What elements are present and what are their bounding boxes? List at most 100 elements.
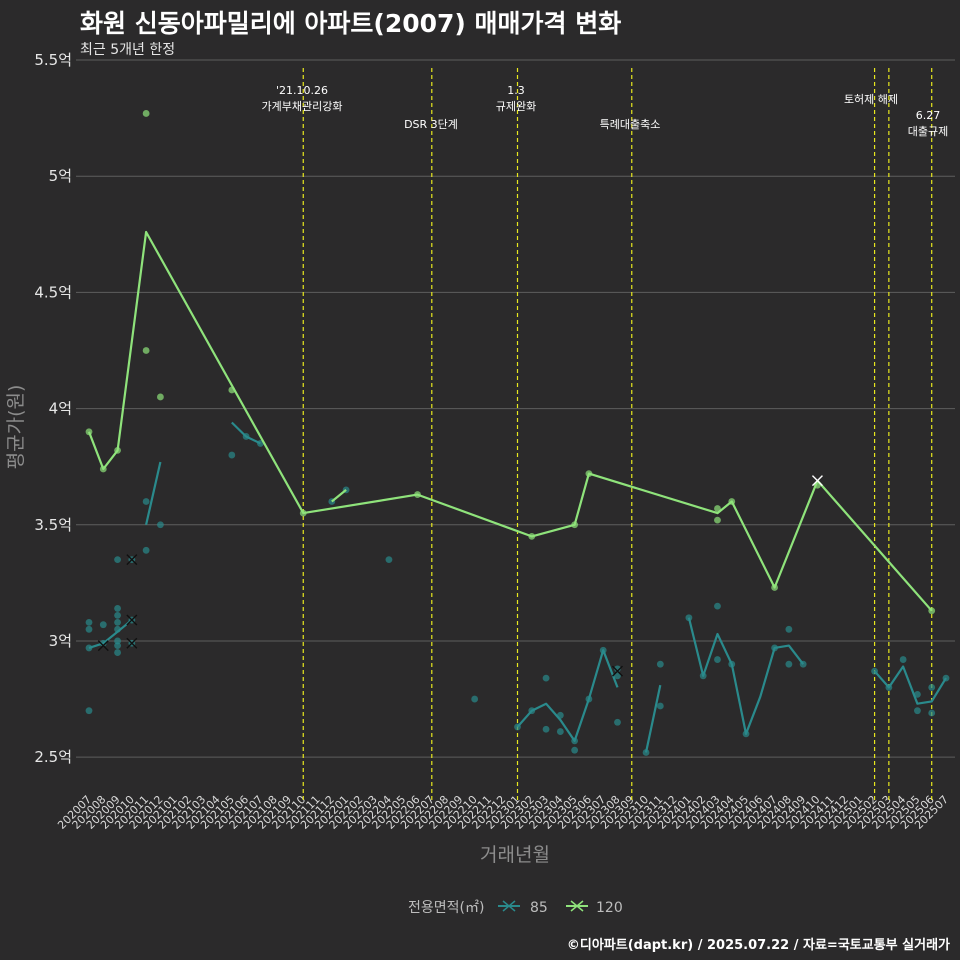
- x-axis-ticks: 2020072020082020092020102020112020122021…: [55, 793, 951, 832]
- series-85-point: [656, 660, 664, 668]
- series-85-cross-marker: [126, 637, 138, 649]
- series-120-point: [528, 532, 536, 540]
- series-85-point: [142, 546, 150, 554]
- series-85-point: [114, 637, 121, 645]
- annotation-text: 특례대출축소: [600, 118, 661, 131]
- series-85-point: [114, 625, 121, 633]
- series-85-point: [85, 625, 93, 633]
- series-85-point: [257, 440, 264, 447]
- series-120-point: [299, 509, 307, 517]
- series-85-point: [914, 691, 921, 698]
- series-85-point: [114, 611, 121, 619]
- series-85-point: [157, 521, 164, 529]
- series-layer: [85, 110, 950, 756]
- series-85-point: [771, 644, 778, 652]
- series-85-point: [642, 749, 650, 756]
- y-tick-label: 4.5억: [34, 283, 72, 301]
- series-85-cross-marker: [611, 665, 623, 677]
- series-85-point: [885, 684, 893, 691]
- series-85-point: [385, 556, 393, 564]
- series-120-point: [814, 481, 821, 489]
- series-85-line: [516, 649, 619, 742]
- series-120: [85, 110, 936, 615]
- series-85-point: [114, 618, 121, 626]
- series-120-point: [99, 465, 107, 473]
- annotation-text: '21.10.26: [276, 84, 328, 97]
- series-85-point: [656, 702, 664, 710]
- series-85-point: [514, 723, 521, 731]
- series-85-cross-marker: [126, 614, 138, 626]
- legend: 전용면적(㎡) 85 120: [408, 900, 623, 916]
- y-axis-title: 평균가(원): [5, 385, 27, 470]
- series-85-point: [728, 660, 736, 668]
- series-85-point: [742, 730, 750, 738]
- y-tick-label: 4억: [49, 400, 72, 418]
- series-85-point: [242, 433, 250, 440]
- series-85-line: [88, 619, 133, 649]
- annotation-text: 1.3: [507, 84, 525, 97]
- series-85-point: [556, 728, 564, 735]
- series-85-point: [114, 605, 121, 612]
- series-85-line: [873, 665, 947, 705]
- series-85-cross-marker: [97, 640, 109, 652]
- annotation-text: 대출규제: [908, 125, 948, 138]
- series-120-point: [228, 386, 236, 394]
- series-120-point: [585, 470, 593, 478]
- series-85-point: [685, 614, 693, 622]
- series-85-point: [799, 660, 807, 668]
- series-120-point: [157, 393, 164, 401]
- series-85-point: [714, 602, 721, 610]
- series-85-point: [871, 667, 878, 675]
- series-85-point: [571, 746, 579, 754]
- legend-title: 전용면적(㎡): [408, 900, 484, 916]
- series-120-line: [331, 489, 347, 503]
- series-85-point: [85, 644, 93, 652]
- series-85-point: [114, 642, 121, 649]
- series-120-point: [414, 491, 421, 498]
- series-85-point: [914, 707, 921, 715]
- legend-85-label: 85: [530, 900, 548, 916]
- series-85-point: [114, 649, 121, 656]
- series-85-point: [542, 674, 550, 682]
- y-tick-label: 5.5억: [34, 51, 72, 69]
- series-85-point: [599, 646, 607, 654]
- series-120-point: [928, 607, 936, 615]
- series-85-point: [785, 625, 793, 633]
- series-85-point: [142, 498, 150, 505]
- series-85-point: [114, 556, 121, 564]
- legend-120-cross-icon-b: [570, 900, 584, 912]
- annotation-text: 규제완화: [496, 100, 536, 113]
- series-85-point: [928, 684, 936, 691]
- chart-title: 화원 신동아파밀리에 아파트(2007) 매매가격 변화: [80, 9, 622, 38]
- source-caption: ©디아파트(dapt.kr) / 2025.07.22 / 자료=국토교통부 실…: [566, 938, 950, 953]
- series-120-point: [771, 584, 778, 591]
- series-120-line: [87, 230, 933, 612]
- series-85-point: [542, 725, 550, 733]
- x-axis-title: 거래년월: [480, 844, 550, 866]
- series-85-point: [585, 695, 593, 703]
- series-85-point: [614, 718, 621, 726]
- legend-120-label: 120: [596, 900, 623, 916]
- policy-lines: [302, 68, 933, 800]
- chart-subtitle: 최근 5개년 한정: [80, 42, 176, 58]
- series-85-line: [145, 461, 162, 526]
- series-120-point: [142, 347, 150, 354]
- series-85-point: [785, 660, 793, 668]
- series-85-point: [571, 737, 579, 745]
- series-85-point: [228, 451, 236, 459]
- series-85-point: [899, 656, 907, 663]
- y-tick-label: 3.5억: [34, 516, 72, 534]
- series-85-point: [85, 707, 93, 715]
- series-85-point: [556, 711, 564, 719]
- series-120-cross-marker: [811, 475, 823, 487]
- grid-lines: [76, 59, 955, 758]
- series-120-point: [728, 498, 736, 505]
- series-120-point: [142, 110, 150, 117]
- y-tick-label: 3억: [49, 632, 72, 650]
- series-85-point: [699, 672, 707, 680]
- series-85-point: [471, 695, 479, 703]
- series-120-point: [85, 428, 93, 436]
- annotation-text: 토허제 해제: [844, 92, 898, 106]
- annotation-text: 가계부채관리강화: [262, 100, 343, 113]
- series-85-point: [714, 656, 721, 663]
